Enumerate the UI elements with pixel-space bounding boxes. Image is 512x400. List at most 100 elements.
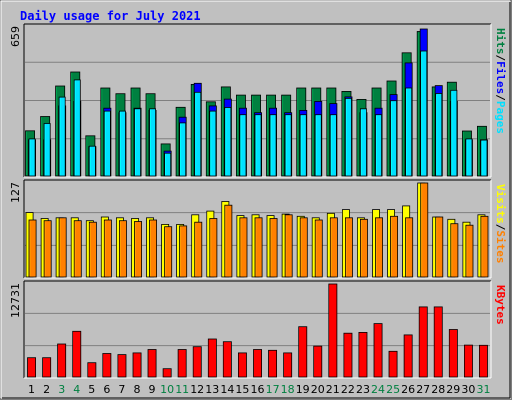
x-tick-label-day-14: 14 bbox=[220, 383, 234, 396]
bar-sites-day-6 bbox=[103, 219, 112, 278]
bar-pages-day-3 bbox=[58, 96, 66, 177]
x-tick-label-day-31: 31 bbox=[477, 383, 491, 396]
legend-hits: Hits bbox=[494, 28, 507, 55]
bar-sites-day-4 bbox=[73, 220, 82, 278]
panel-middle-legend: Visits/Sites bbox=[494, 184, 507, 264]
x-tick-label-day-19: 19 bbox=[296, 383, 310, 396]
bar-pages-day-16 bbox=[254, 114, 262, 177]
bar-pages-day-17 bbox=[269, 114, 277, 177]
bar-pages-day-25 bbox=[390, 100, 397, 177]
bar-kbytes-day-24 bbox=[373, 323, 383, 378]
x-tick-label-day-12: 12 bbox=[190, 383, 204, 396]
bar-kbytes-day-3 bbox=[57, 343, 67, 378]
panel-middle-max-label: 127 bbox=[9, 182, 22, 203]
bar-kbytes-day-7 bbox=[117, 354, 127, 378]
bar-pages-day-26 bbox=[405, 87, 413, 177]
bar-pages-day-29 bbox=[450, 89, 458, 177]
bar-kbytes-day-17 bbox=[268, 349, 278, 378]
x-tick-label-day-27: 27 bbox=[416, 383, 430, 396]
bar-kbytes-day-12 bbox=[192, 346, 202, 378]
bar-pages-day-12 bbox=[194, 91, 202, 177]
bar-pages-day-23 bbox=[359, 108, 367, 177]
bar-pages-day-24 bbox=[375, 114, 382, 177]
bar-sites-day-30 bbox=[465, 224, 474, 278]
panel-bottom-legend: KBytes bbox=[494, 285, 507, 325]
bar-pages-day-21 bbox=[329, 114, 337, 177]
bar-kbytes-day-14 bbox=[222, 341, 232, 378]
bar-kbytes-day-20 bbox=[313, 345, 323, 378]
bar-kbytes-day-2 bbox=[42, 357, 52, 378]
bar-sites-day-8 bbox=[134, 221, 142, 278]
bar-sites-day-27 bbox=[420, 182, 429, 278]
bar-kbytes-day-1 bbox=[27, 357, 37, 378]
bar-sites-day-9 bbox=[149, 219, 157, 278]
panel-top: 659 Hits/Files/Pages bbox=[9, 23, 507, 178]
bar-sites-day-2 bbox=[43, 220, 52, 278]
bar-kbytes-day-5 bbox=[87, 362, 97, 378]
bar-pages-day-19 bbox=[299, 114, 307, 177]
x-tick-label-day-2: 2 bbox=[43, 383, 50, 396]
x-tick-label-day-6: 6 bbox=[103, 383, 110, 396]
bar-kbytes-day-6 bbox=[102, 353, 112, 378]
bar-pages-day-9 bbox=[149, 108, 156, 177]
x-tick-label-day-20: 20 bbox=[311, 383, 325, 396]
bar-kbytes-day-22 bbox=[343, 332, 353, 378]
bar-pages-day-10 bbox=[164, 152, 172, 177]
bar-pages-day-4 bbox=[73, 79, 81, 177]
x-tick-label-day-9: 9 bbox=[149, 383, 156, 396]
bar-kbytes-day-10 bbox=[162, 368, 172, 378]
bar-pages-day-28 bbox=[435, 93, 443, 177]
bar-sites-day-21 bbox=[329, 217, 338, 278]
bar-kbytes-day-25 bbox=[388, 350, 398, 378]
bar-pages-day-22 bbox=[344, 98, 352, 177]
bar-kbytes-day-16 bbox=[253, 349, 263, 378]
bar-kbytes-day-31 bbox=[478, 344, 488, 378]
bar-kbytes-day-26 bbox=[403, 334, 413, 378]
bar-sites-day-3 bbox=[58, 217, 67, 278]
panel-bottom: 12731 KBytes bbox=[9, 280, 507, 379]
bar-kbytes-day-19 bbox=[298, 326, 308, 378]
x-tick-label-day-11: 11 bbox=[175, 383, 189, 396]
x-tick-label-day-13: 13 bbox=[205, 383, 219, 396]
x-tick-label-day-4: 4 bbox=[73, 383, 80, 396]
x-tick-label-day-18: 18 bbox=[281, 383, 295, 396]
bar-sites-day-23 bbox=[359, 218, 368, 278]
bar-sites-day-31 bbox=[480, 215, 489, 278]
bar-sites-day-7 bbox=[119, 220, 127, 278]
bar-sites-day-17 bbox=[269, 218, 278, 278]
bar-sites-day-10 bbox=[164, 226, 173, 278]
panel-top-legend: Hits/Files/Pages bbox=[494, 28, 507, 134]
x-tick-label-day-21: 21 bbox=[326, 383, 340, 396]
bar-kbytes-day-13 bbox=[207, 338, 217, 378]
legend-kbytes: KBytes bbox=[494, 285, 507, 325]
bar-sites-day-28 bbox=[435, 216, 444, 278]
legend-separator: / bbox=[494, 55, 507, 62]
bar-pages-day-2 bbox=[43, 123, 51, 177]
x-tick-label-day-29: 29 bbox=[446, 383, 460, 396]
x-tick-label-day-8: 8 bbox=[134, 383, 141, 396]
bar-pages-day-7 bbox=[119, 110, 126, 177]
bar-sites-day-22 bbox=[344, 217, 353, 278]
x-tick-label-day-25: 25 bbox=[386, 383, 400, 396]
x-tick-label-day-3: 3 bbox=[58, 383, 65, 396]
panel-middle: 127 Visits/Sites bbox=[9, 179, 507, 279]
legend-sites: Sites bbox=[494, 230, 507, 263]
bar-sites-day-26 bbox=[405, 217, 414, 278]
bar-pages-day-30 bbox=[465, 138, 473, 177]
x-tick-label-day-30: 30 bbox=[461, 383, 475, 396]
bar-kbytes-day-9 bbox=[147, 349, 157, 378]
bar-kbytes-day-4 bbox=[72, 330, 82, 378]
bar-sites-day-20 bbox=[314, 219, 323, 278]
bar-pages-day-5 bbox=[88, 145, 96, 177]
bar-pages-day-11 bbox=[179, 122, 187, 177]
bar-sites-day-12 bbox=[194, 221, 203, 278]
legend-visits: Visits bbox=[494, 184, 507, 224]
bar-sites-day-11 bbox=[179, 225, 188, 278]
legend-separator: / bbox=[494, 224, 507, 231]
bar-sites-day-19 bbox=[299, 217, 308, 278]
bar-sites-day-5 bbox=[88, 221, 97, 278]
panel-top-max-label: 659 bbox=[9, 26, 22, 47]
x-tick-label-day-1: 1 bbox=[28, 383, 35, 396]
